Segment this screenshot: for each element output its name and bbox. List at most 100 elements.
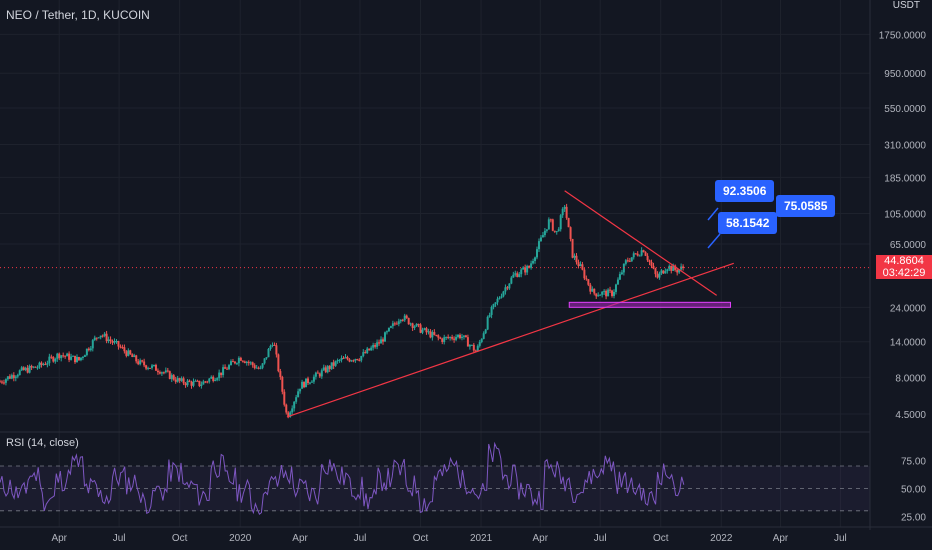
- candle-body: [439, 337, 442, 339]
- candle-body: [111, 341, 114, 343]
- candle-body: [397, 321, 400, 325]
- candle-body: [470, 344, 473, 346]
- candle-body: [200, 384, 203, 386]
- candle-body: [678, 269, 681, 273]
- candle-body: [46, 363, 49, 365]
- candle-body: [253, 365, 256, 369]
- candle-body: [295, 397, 298, 402]
- candle-body: [198, 380, 201, 386]
- candle-body: [42, 364, 45, 366]
- candle-body: [293, 401, 296, 409]
- candle-body: [350, 360, 353, 362]
- candle-body: [26, 367, 29, 373]
- callout-2[interactable]: 58.1542: [718, 212, 778, 234]
- candle-body: [0, 381, 3, 383]
- candle-body: [614, 284, 617, 292]
- candle-body: [34, 366, 37, 368]
- candle-body: [405, 315, 408, 318]
- candle-body: [85, 348, 88, 356]
- countdown-value: 03:42:29: [882, 267, 926, 279]
- candle-body: [306, 378, 309, 384]
- candle-body: [528, 265, 531, 268]
- candle-body: [269, 345, 272, 349]
- candle-body: [581, 264, 584, 270]
- candle-body: [249, 362, 252, 364]
- y-tick-label: 24.0000: [890, 303, 927, 314]
- candle-body: [344, 357, 347, 359]
- candle-body: [310, 381, 313, 383]
- candle-body: [28, 365, 31, 373]
- candle-body: [176, 378, 179, 382]
- candle-body: [139, 360, 142, 365]
- candle-body: [180, 378, 183, 381]
- candle-body: [297, 391, 300, 398]
- candle-body: [38, 362, 41, 368]
- y-tick-label: 950.0000: [884, 69, 926, 80]
- candle-body: [496, 298, 499, 303]
- candle-body: [241, 360, 244, 362]
- candle-body: [618, 274, 621, 280]
- candle-body: [0, 381, 1, 383]
- candle-body: [48, 356, 51, 364]
- candle-body: [194, 380, 197, 382]
- candle-body: [74, 355, 77, 363]
- candle-body: [40, 362, 43, 365]
- candle-body: [133, 355, 136, 358]
- callout-1[interactable]: 92.3506: [715, 180, 775, 202]
- candle-body: [2, 382, 5, 384]
- candle-body: [553, 230, 556, 232]
- candle-body: [545, 229, 548, 231]
- candle-body: [107, 339, 110, 342]
- candle-body: [662, 270, 665, 274]
- candle-body: [58, 353, 61, 359]
- callout-3[interactable]: 75.0585: [776, 195, 836, 217]
- candle-body: [680, 266, 683, 270]
- currency-label[interactable]: USDT: [892, 0, 920, 11]
- candle-body: [210, 376, 213, 379]
- candle-body: [237, 357, 240, 364]
- candle-body: [383, 332, 386, 342]
- candle-body: [4, 379, 7, 383]
- candle-body: [672, 265, 675, 271]
- candle-body: [93, 337, 96, 341]
- candle-body: [674, 265, 677, 270]
- x-tick-label: Jul: [834, 533, 847, 544]
- candle-body: [376, 342, 379, 347]
- candle-body: [291, 408, 294, 413]
- candle-body: [154, 364, 157, 371]
- candle-body: [70, 356, 73, 360]
- candle-body: [624, 260, 627, 264]
- candle-body: [453, 338, 456, 340]
- candle-body: [255, 367, 258, 369]
- candle-body: [222, 367, 225, 376]
- candle-body: [605, 290, 608, 297]
- candle-body: [419, 324, 422, 333]
- candle-body: [435, 334, 438, 336]
- candle-body: [427, 331, 430, 333]
- candle-body: [366, 348, 369, 354]
- candle-body: [216, 378, 219, 380]
- candle-body: [476, 345, 479, 351]
- candle-body: [514, 273, 517, 275]
- candle-body: [91, 340, 94, 349]
- candle-body: [334, 361, 337, 366]
- candle-body: [32, 366, 35, 368]
- candle-body: [131, 354, 134, 358]
- candle-body: [77, 356, 80, 361]
- x-tick-label: Jul: [113, 533, 126, 544]
- candle-body: [101, 335, 104, 337]
- candle-body: [168, 371, 171, 379]
- candle-body: [358, 360, 361, 362]
- candle-body: [472, 344, 475, 351]
- candle-body: [409, 323, 412, 325]
- y-tick-label: 105.0000: [884, 209, 926, 220]
- candle-body: [125, 351, 128, 356]
- candle-body: [283, 391, 286, 405]
- candle-body: [204, 381, 207, 383]
- rsi-line: [0, 441, 685, 516]
- candle-body: [56, 353, 59, 359]
- candle-body: [64, 355, 67, 357]
- candle-body: [512, 274, 515, 278]
- candle-body: [441, 338, 444, 343]
